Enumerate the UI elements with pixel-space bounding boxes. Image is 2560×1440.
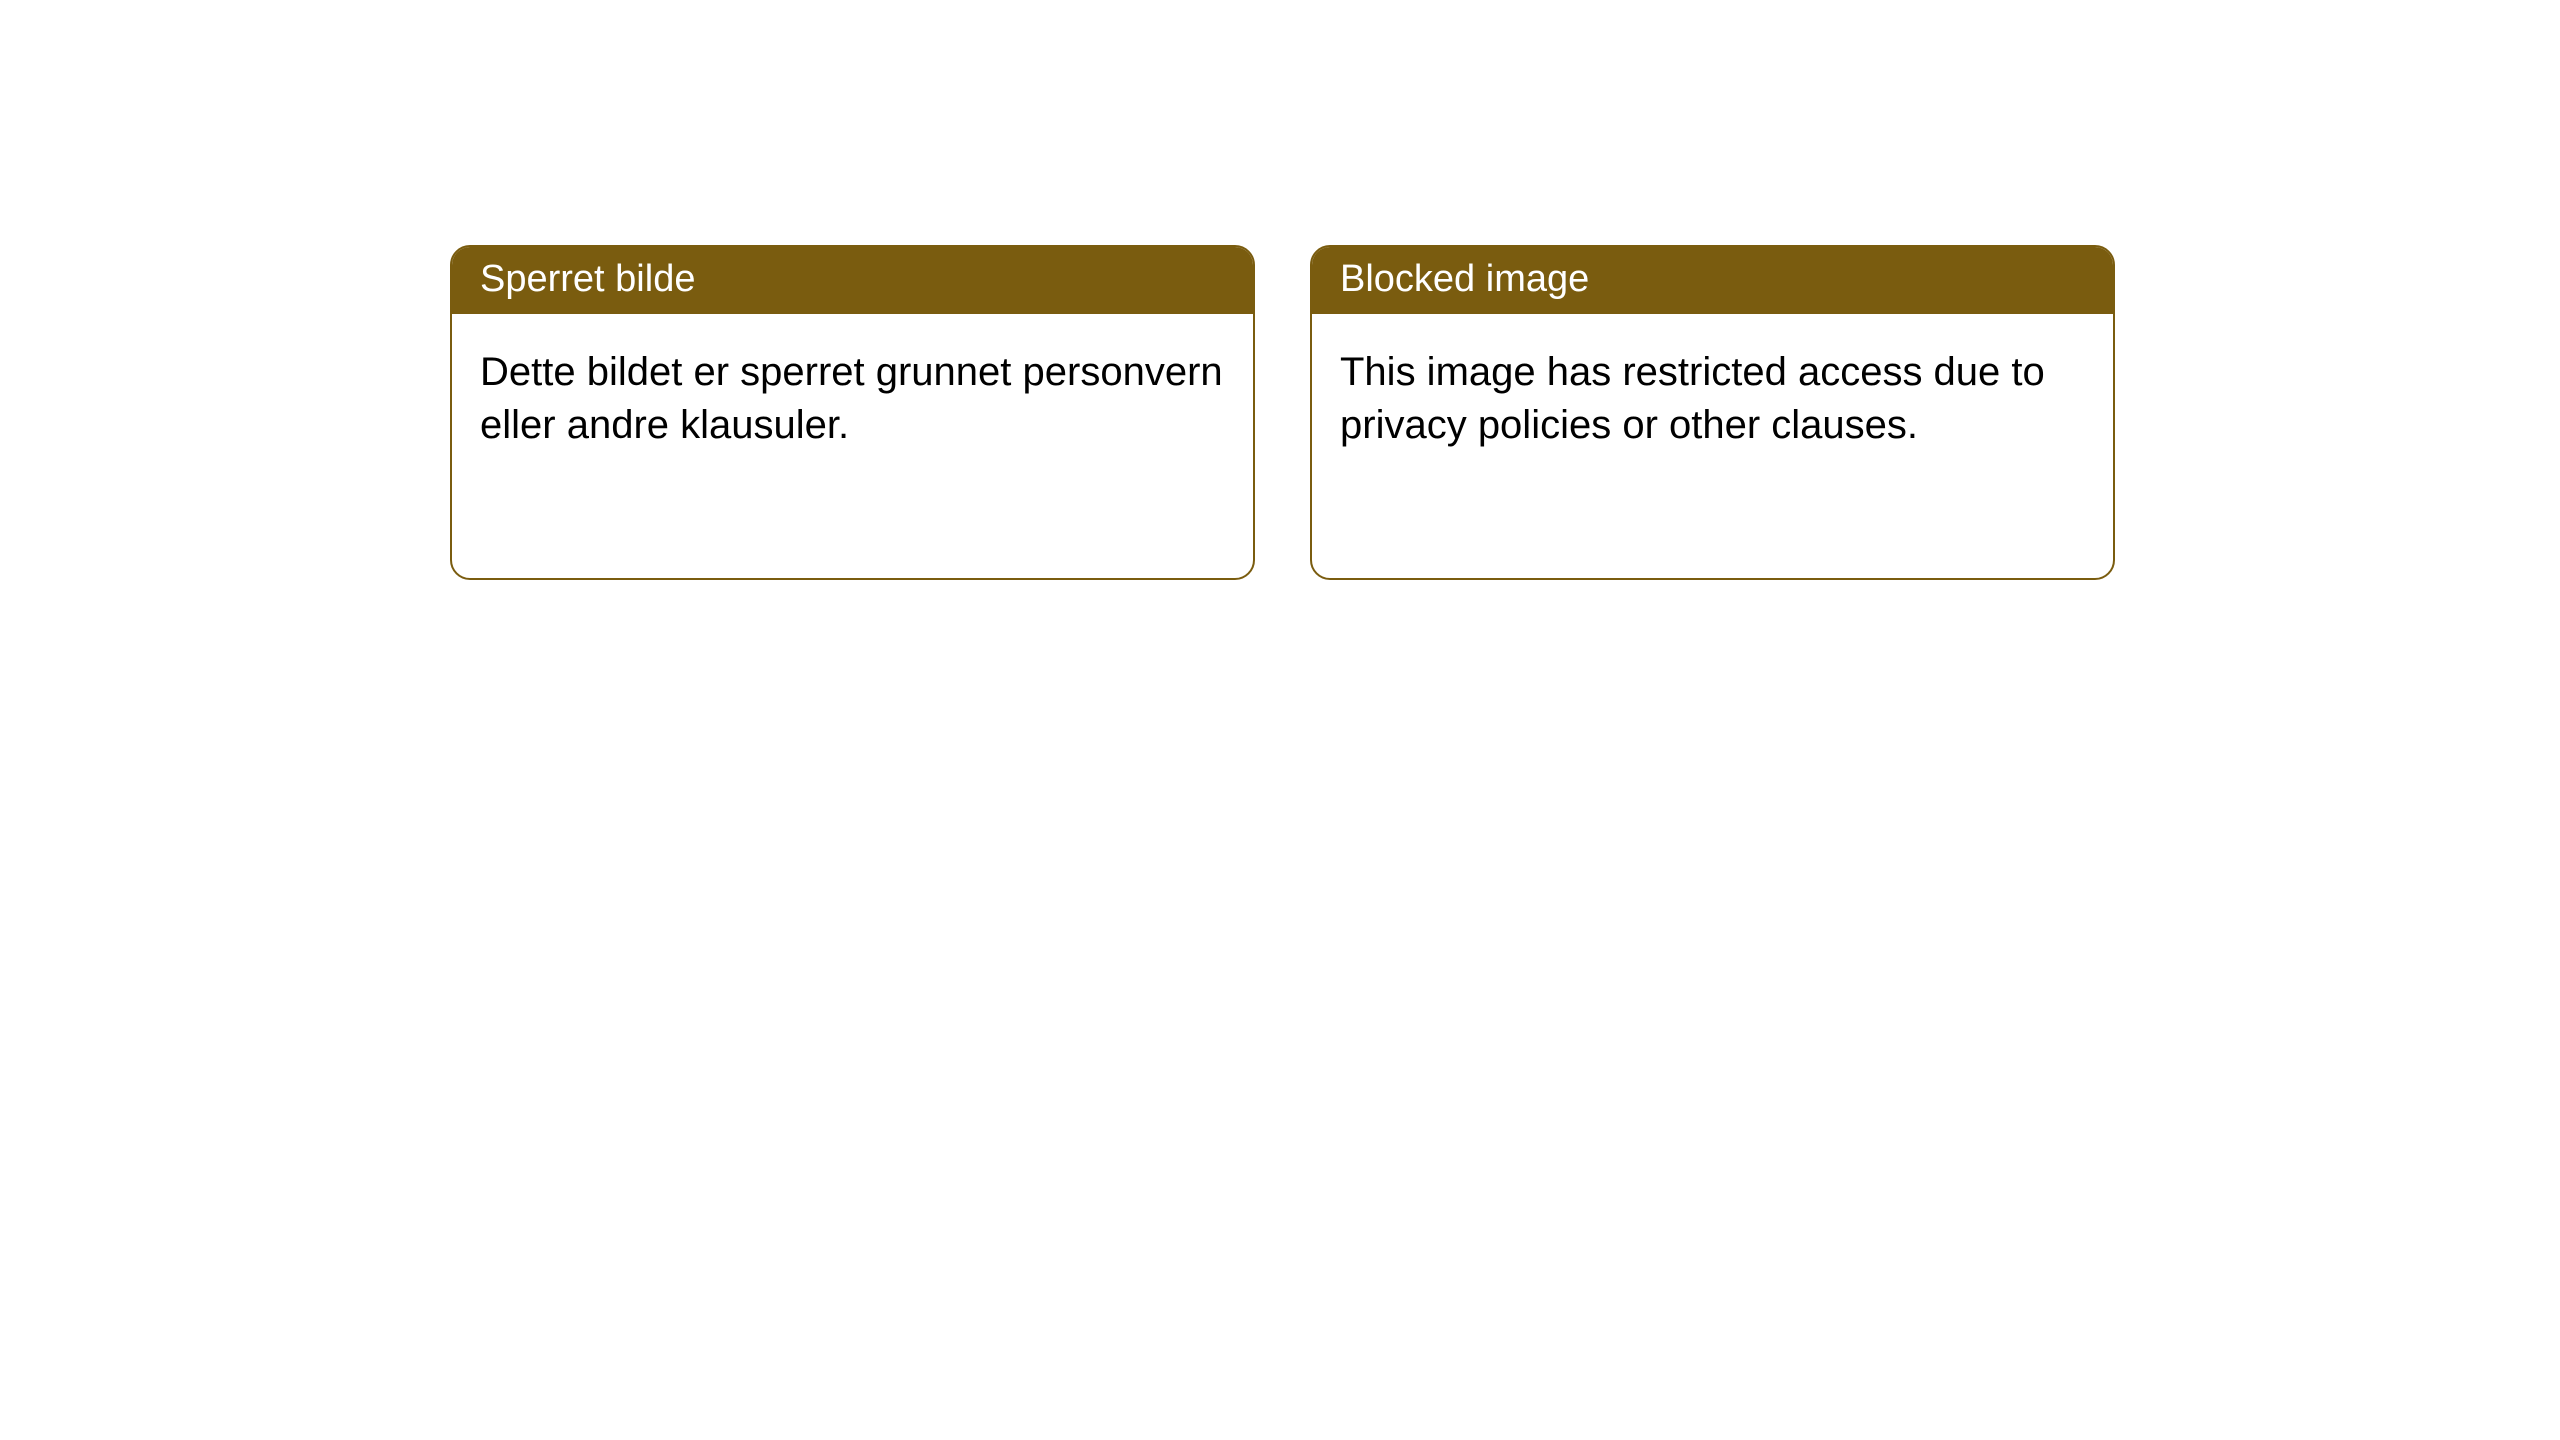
card-body-text: This image has restricted access due to … [1312,314,2113,484]
card-body-text: Dette bildet er sperret grunnet personve… [452,314,1253,484]
card-title: Blocked image [1312,247,2113,314]
notice-card-english: Blocked image This image has restricted … [1310,245,2115,580]
notice-cards-row: Sperret bilde Dette bildet er sperret gr… [0,0,2560,580]
card-title: Sperret bilde [452,247,1253,314]
notice-card-norwegian: Sperret bilde Dette bildet er sperret gr… [450,245,1255,580]
